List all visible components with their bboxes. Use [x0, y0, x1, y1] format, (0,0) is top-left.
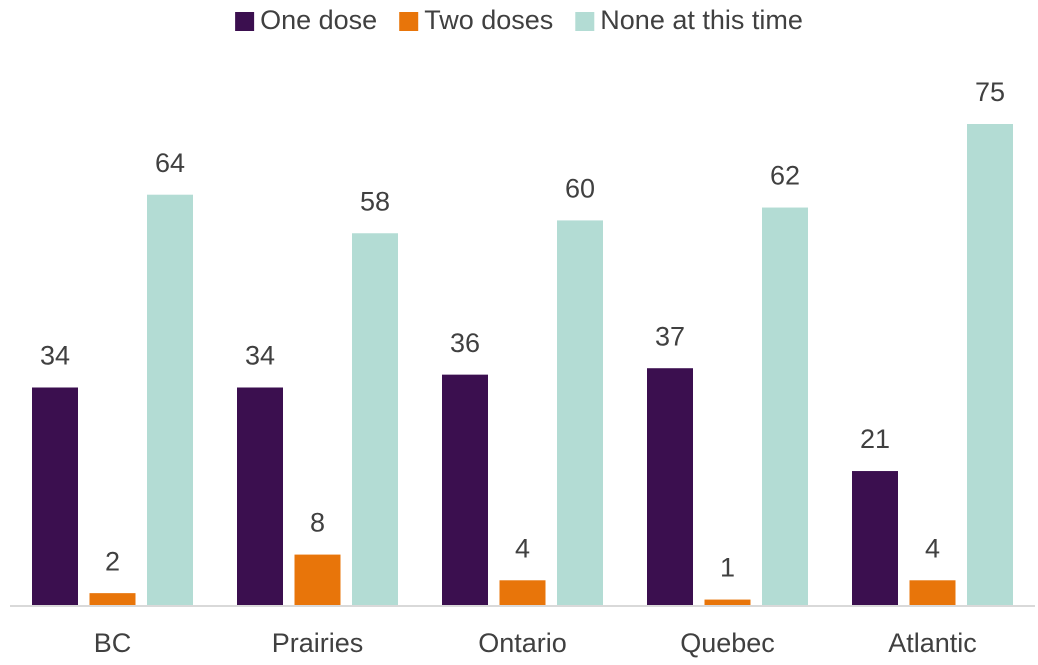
bar — [967, 124, 1013, 606]
data-label: 60 — [565, 174, 595, 204]
data-label: 8 — [310, 508, 325, 538]
bar — [647, 368, 693, 606]
data-label: 4 — [515, 533, 530, 563]
legend-label: One dose — [260, 5, 377, 35]
data-label: 37 — [655, 321, 685, 351]
data-label: 62 — [770, 161, 800, 191]
data-label: 4 — [925, 533, 940, 563]
bar — [852, 471, 898, 606]
bar — [704, 599, 751, 606]
legend: One dose Two doses None at this time — [235, 5, 803, 35]
bar — [32, 387, 78, 606]
bar — [147, 194, 193, 606]
data-label: 34 — [245, 341, 275, 371]
data-label: 36 — [450, 328, 480, 358]
bar — [89, 593, 136, 606]
x-tick-label: Quebec — [680, 628, 775, 658]
bar — [557, 220, 603, 606]
data-label: 1 — [720, 553, 735, 583]
legend-swatch — [575, 12, 595, 31]
bar — [909, 580, 956, 606]
legend-label: None at this time — [600, 5, 803, 35]
data-label: 34 — [40, 341, 70, 371]
data-label: 64 — [155, 148, 185, 178]
bar — [762, 207, 808, 606]
bar — [237, 387, 283, 606]
legend-label: Two doses — [424, 5, 553, 35]
x-tick-label: Ontario — [478, 628, 567, 658]
x-tick-label: Prairies — [272, 628, 364, 658]
legend-swatch — [235, 12, 255, 31]
x-tick-label: BC — [94, 628, 132, 658]
x-tick-label: Atlantic — [888, 628, 977, 658]
legend-swatch — [399, 12, 419, 31]
bar — [352, 233, 398, 606]
bar — [294, 554, 341, 606]
data-label: 58 — [360, 186, 390, 216]
bar — [499, 580, 546, 606]
bar — [442, 374, 488, 606]
data-label: 2 — [105, 546, 120, 576]
data-label: 21 — [860, 424, 890, 454]
data-label: 75 — [975, 77, 1005, 107]
